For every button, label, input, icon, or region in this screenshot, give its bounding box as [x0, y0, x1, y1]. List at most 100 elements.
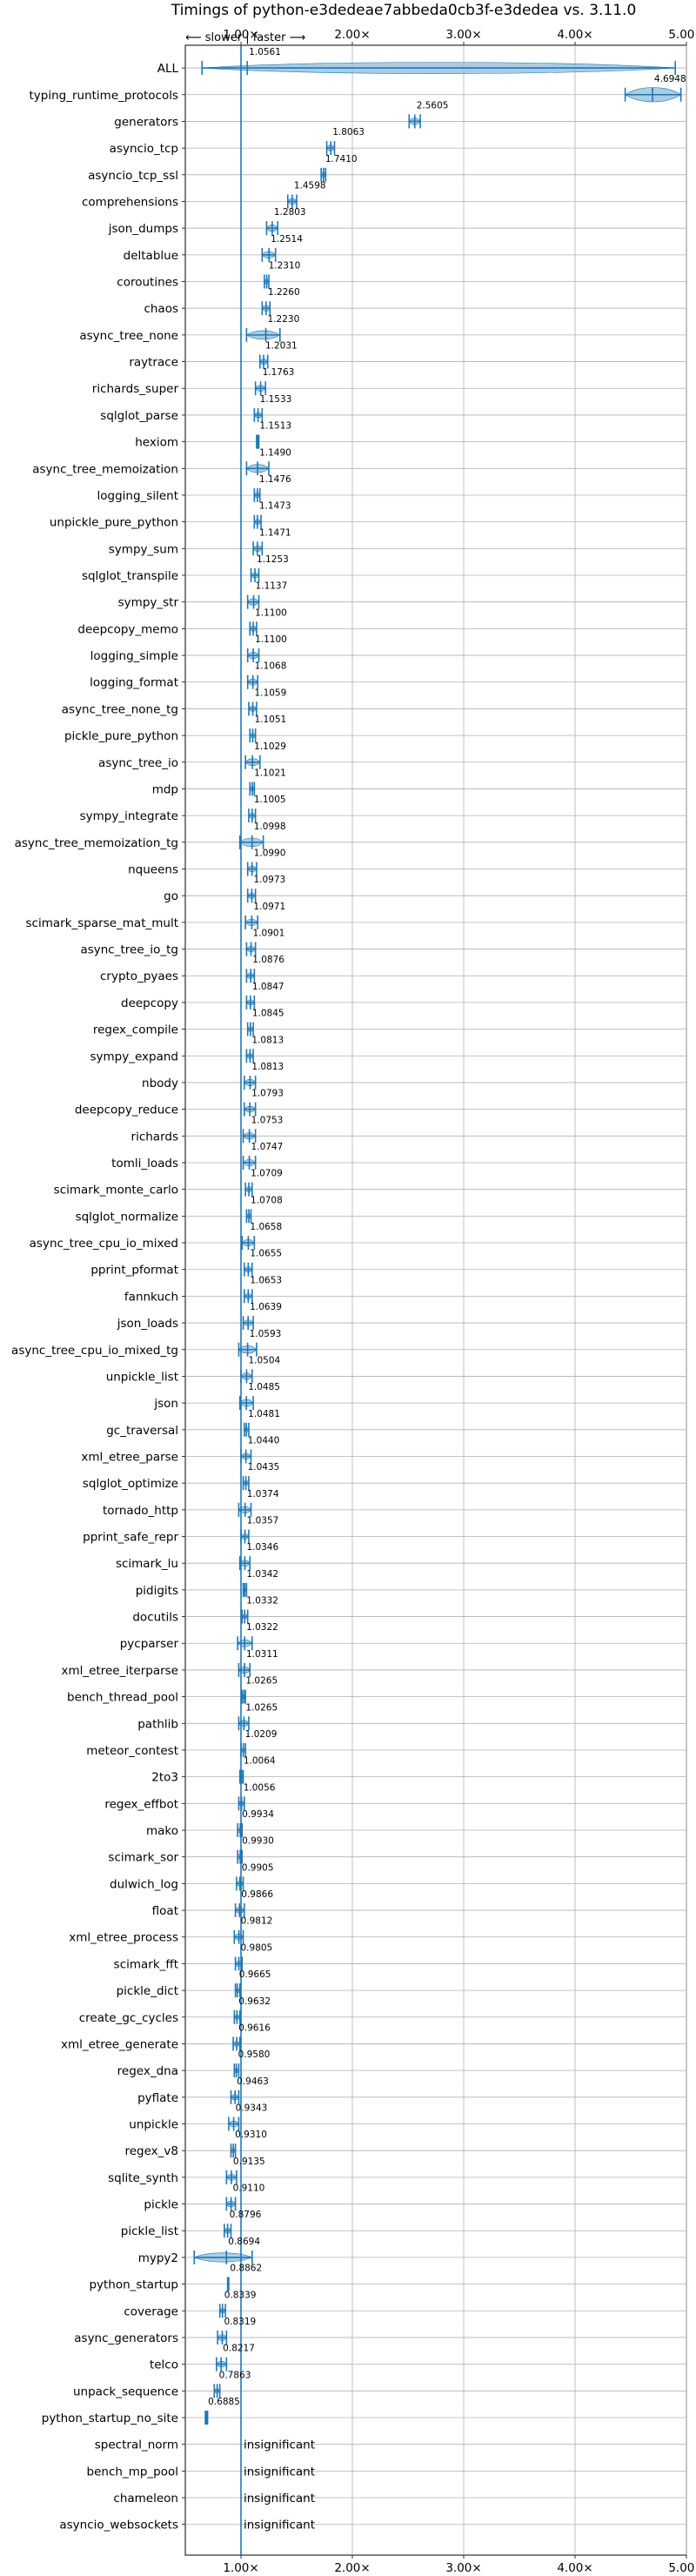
value-label: 1.1137 [256, 581, 288, 592]
benchmark-name: async_tree_memoization [32, 462, 178, 476]
value-label: 1.0998 [254, 822, 286, 832]
benchmark-name: async_tree_none [79, 329, 178, 343]
value-label: 1.0709 [251, 1169, 283, 1179]
benchmark-name: mypy2 [138, 2251, 178, 2265]
benchmark-name: 2to3 [151, 1771, 178, 1785]
value-label: 0.9805 [241, 1942, 273, 1953]
benchmark-name: fannkuch [124, 1290, 178, 1304]
value-label: 1.4598 [294, 180, 326, 191]
insignificant-label: insignificant [244, 2465, 315, 2479]
value-label: 1.0655 [250, 1249, 282, 1259]
benchmark-name: bench_thread_pool [67, 1691, 178, 1705]
value-label: 1.1029 [254, 741, 286, 752]
value-label: 1.0322 [246, 1622, 278, 1633]
value-label: 0.9463 [237, 2076, 269, 2087]
x-axis: 1.00× 1.00× 2.00× 2.00× 3.00× 3.00× 4.00× 4.00×… [223, 28, 696, 2575]
value-label: 1.0374 [247, 1489, 279, 1499]
value-label: 0.9866 [241, 1889, 273, 1900]
grid-lines [185, 45, 687, 2555]
benchmark-name: json_loads [117, 1317, 178, 1331]
benchmark-name: unpickle_pure_python [50, 516, 178, 530]
chart-title: Timings of python-e3dedeae7abbeda0cb3f-e… [171, 2, 637, 19]
value-label: 1.1021 [254, 768, 286, 778]
benchmark-name: meteor_contest [86, 1744, 178, 1758]
benchmark-name: async_generators [74, 2331, 178, 2345]
benchmark-name: scimark_sor [108, 1851, 178, 1865]
value-label: 1.1533 [260, 394, 292, 405]
x-tick-label-top: 1.00× [223, 28, 258, 42]
value-label: 1.2230 [268, 314, 300, 325]
benchmark-name: nbody [142, 1077, 178, 1090]
benchmark-name: coverage [124, 2304, 178, 2318]
value-label: 1.0056 [244, 1782, 276, 1793]
benchmark-name: json [153, 1397, 178, 1411]
value-label: 1.0265 [245, 1676, 278, 1687]
benchmark-name: async_tree_io_tg [80, 943, 178, 957]
benchmark-name: float [152, 1904, 178, 1918]
value-label: 1.0332 [246, 1596, 278, 1607]
benchmark-name: regex_dna [117, 2064, 178, 2078]
benchmark-name: asyncio_tcp_ssl [88, 169, 178, 183]
benchmark-name: unpickle [129, 2118, 178, 2132]
insignificant-label: insignificant [244, 2492, 315, 2506]
value-label: 1.0876 [252, 955, 284, 965]
value-label: 1.0847 [252, 982, 284, 992]
benchmark-name: create_gc_cycles [79, 2011, 178, 2025]
insignificant-label: insignificant [244, 2519, 315, 2532]
benchmark-name: scimark_lu [116, 1557, 178, 1571]
benchmark-name: hexiom [135, 436, 178, 450]
benchmark-name: regex_v8 [124, 2144, 178, 2158]
marks [193, 61, 682, 2425]
benchmark-name: asyncio_websockets [59, 2519, 178, 2532]
value-label: 1.1473 [259, 501, 291, 512]
value-label: 1.1100 [255, 607, 287, 618]
value-label: 0.9135 [233, 2157, 265, 2167]
value-label: 0.9812 [241, 1916, 273, 1927]
benchmark-name: pycparser [120, 1637, 179, 1651]
value-label: 1.2803 [274, 207, 306, 218]
value-label: 1.0971 [253, 902, 285, 912]
benchmark-name: async_tree_memoization_tg [15, 836, 178, 850]
value-label: 0.6885 [208, 2397, 240, 2407]
x-tick-label-bottom: 1.00× [223, 2561, 258, 2575]
value-label: 1.1051 [254, 714, 286, 725]
benchmark-name: regex_effbot [104, 1797, 178, 1811]
value-label: 1.1005 [254, 795, 286, 805]
benchmark-name: pickle_pure_python [64, 729, 178, 743]
benchmark-name: async_tree_cpu_io_mixed_tg [11, 1344, 178, 1358]
benchmark-name: sqlglot_transpile [82, 569, 178, 583]
value-label: 1.1763 [263, 367, 295, 378]
value-label: 1.0265 [245, 1702, 278, 1713]
benchmark-name: comprehensions [82, 195, 178, 209]
x-tick-label-top: 5.00× [668, 28, 696, 42]
value-label: 1.0708 [251, 1195, 283, 1205]
value-label: 1.0901 [253, 929, 285, 939]
benchmark-name: xml_etree_iterparse [62, 1664, 179, 1678]
value-label: 1.0440 [248, 1435, 280, 1446]
value-label: 0.9580 [238, 2049, 271, 2060]
value-label: 1.2514 [271, 234, 303, 245]
x-tick-label-bottom: 4.00× [557, 2561, 592, 2575]
benchmark-name: bench_mp_pool [87, 2465, 178, 2479]
benchmark-name: sympy_integrate [80, 809, 178, 823]
benchmark-name: chaos [144, 302, 178, 316]
benchmark-name: generators [114, 115, 178, 129]
benchmark-name: ALL [157, 62, 179, 76]
benchmark-name: dulwich_log [110, 1877, 178, 1891]
value-label: 0.8319 [224, 2317, 256, 2327]
value-label: 1.8063 [332, 127, 365, 138]
value-label: 1.0813 [251, 1035, 284, 1045]
benchmark-name: async_tree_cpu_io_mixed [30, 1237, 178, 1251]
value-label: 0.9905 [242, 1862, 274, 1873]
value-label: 0.9930 [242, 1836, 274, 1847]
value-label: 1.1100 [255, 634, 287, 645]
value-label: 1.0753 [251, 1115, 284, 1125]
value-label: 1.1059 [255, 688, 287, 698]
value-label: 1.0435 [248, 1462, 280, 1472]
benchmark-name: pickle_list [121, 2224, 178, 2238]
benchmark-name: pathlib [137, 1717, 178, 1731]
value-label: 1.0064 [244, 1756, 276, 1767]
value-label: 1.0747 [251, 1142, 284, 1152]
value-label: 1.0973 [253, 875, 285, 885]
benchmark-name: unpack_sequence [73, 2385, 178, 2398]
